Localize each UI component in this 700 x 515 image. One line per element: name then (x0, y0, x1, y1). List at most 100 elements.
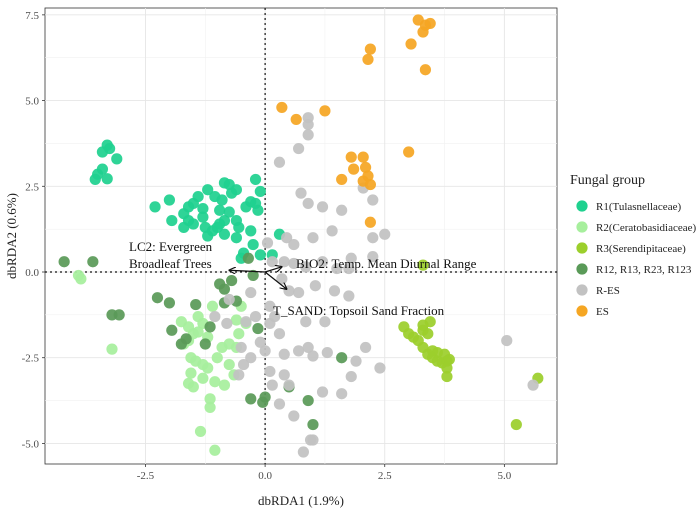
grid-lines (45, 8, 557, 464)
data-point (276, 101, 288, 114)
environmental-vectors: LC2: Evergreen Broadleaf Trees BIO2: Temp.… (129, 239, 477, 318)
data-point (245, 393, 257, 405)
data-point (252, 204, 264, 216)
vector-arrow-0 (229, 270, 266, 272)
data-point (199, 338, 211, 350)
data-point (293, 286, 305, 299)
data-point (230, 314, 243, 326)
data-point (374, 362, 386, 374)
data-point (269, 310, 281, 323)
data-point (357, 175, 369, 187)
data-point (151, 292, 164, 304)
data-point (266, 256, 278, 268)
data-point (204, 393, 216, 405)
data-point (379, 228, 391, 240)
data-point (345, 151, 357, 163)
data-point (192, 326, 204, 338)
data-point (245, 352, 257, 364)
legend-label: R12, R13, R23, R123 (596, 264, 692, 276)
data-point (223, 206, 235, 218)
data-point (426, 345, 439, 357)
legend-label: R3(Serendipitaceae) (596, 243, 686, 255)
legend-label: ES (596, 306, 609, 318)
data-point (216, 194, 228, 206)
data-point (245, 286, 257, 299)
data-point (249, 173, 262, 186)
axis-ticks: -2.5 0.0 2.5 5.0 -5.0 -2.5 0.0 2.5 5.0 7.5 (22, 10, 512, 482)
x-tick-label: -2.5 (137, 470, 155, 482)
data-point (166, 324, 178, 336)
data-point (367, 194, 379, 206)
data-point (197, 202, 209, 215)
y-axis-label: dbRDA2 (0.6%) (4, 193, 19, 279)
data-point (359, 161, 372, 174)
data-point (247, 238, 259, 251)
data-point (316, 386, 329, 398)
vector-arrow-1 (264, 267, 282, 273)
data-point (218, 228, 231, 240)
data-point (293, 142, 305, 155)
data-point (336, 173, 348, 186)
data-point (527, 379, 539, 391)
data-point (345, 370, 357, 383)
data-point (226, 274, 238, 287)
data-point (422, 328, 434, 340)
legend-key (576, 200, 588, 212)
data-point (273, 156, 286, 168)
data-point (187, 218, 199, 230)
data-point (316, 201, 329, 213)
series-group-2 (398, 259, 544, 431)
data-point (254, 249, 266, 261)
data-point (362, 53, 374, 66)
data-point (364, 43, 376, 55)
vector-label-lc2: LC2: Evergreen (129, 239, 213, 254)
x-tick-label: 5.0 (497, 470, 511, 482)
data-point (252, 322, 264, 335)
data-point (273, 398, 286, 410)
data-point (87, 256, 99, 268)
data-point (293, 345, 305, 357)
data-point (302, 394, 314, 407)
data-point (235, 341, 247, 354)
data-point (441, 362, 453, 374)
data-point (242, 252, 254, 264)
data-point (221, 317, 233, 330)
data-point (441, 370, 453, 383)
legend-key (576, 242, 588, 254)
data-point (336, 204, 348, 216)
data-point (307, 232, 319, 244)
data-point (417, 319, 429, 331)
data-point (266, 379, 278, 391)
legend-title: Fungal group (570, 173, 645, 188)
data-point (319, 316, 331, 328)
data-point (309, 280, 321, 292)
data-point (336, 388, 348, 400)
data-point (209, 376, 221, 388)
y-tick-label: 7.5 (25, 10, 39, 22)
data-point (247, 269, 259, 282)
data-point (304, 434, 317, 446)
data-point (223, 358, 235, 371)
y-tick-label: 5.0 (25, 96, 39, 108)
data-point (211, 352, 223, 364)
data-point (326, 225, 338, 237)
series-group-4 (209, 112, 539, 458)
data-point (302, 341, 314, 354)
data-point (300, 316, 312, 328)
data-point (350, 355, 362, 367)
data-point (364, 216, 376, 228)
data-point (283, 379, 295, 391)
data-point (233, 369, 245, 381)
data-point (230, 184, 243, 196)
data-point (113, 309, 125, 321)
data-point (278, 369, 290, 381)
y-tick-label: 2.5 (25, 181, 39, 193)
data-point (264, 300, 276, 312)
data-point (245, 225, 257, 237)
data-point (192, 190, 204, 203)
data-point (367, 250, 379, 263)
data-point (197, 211, 209, 223)
data-point (278, 348, 290, 360)
data-point (259, 345, 271, 357)
vector-label-bio2: BIO2: Temp. Mean Diurnal Range (296, 256, 477, 271)
